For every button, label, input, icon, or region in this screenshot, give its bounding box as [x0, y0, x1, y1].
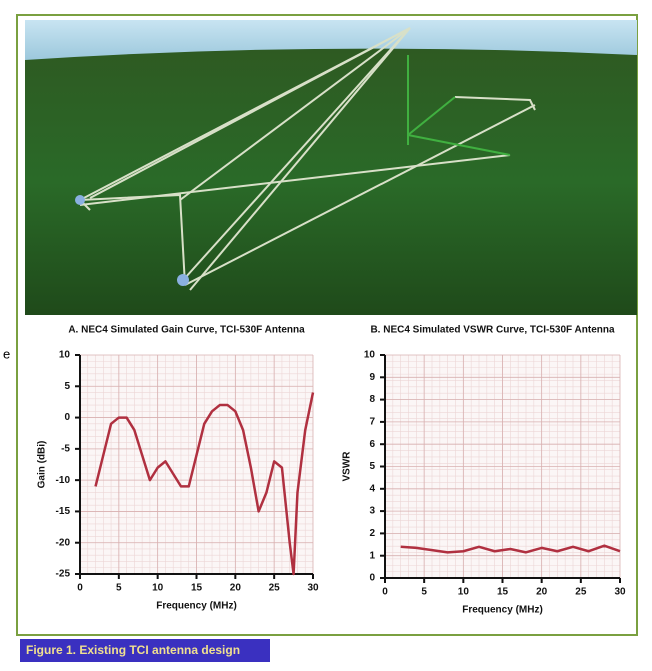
y-tick-label: 0 [64, 412, 70, 423]
y-tick-label: 3 [369, 506, 375, 517]
caption: Figure 1. Existing TCI antenna design [26, 643, 240, 657]
x-axis-label: Frequency (MHz) [156, 601, 237, 612]
chart-title: B. NEC4 Simulated VSWR Curve, TCI-530F A… [370, 325, 615, 336]
y-axis-label: Gain (dBi) [37, 441, 48, 489]
y-tick-label: 0 [369, 573, 375, 584]
x-tick-label: 30 [614, 587, 626, 598]
y-tick-label: -15 [56, 506, 71, 517]
y-tick-label: 10 [59, 350, 71, 361]
x-tick-label: 15 [497, 587, 509, 598]
y-tick-label: -10 [56, 475, 71, 486]
y-tick-label: 10 [364, 350, 376, 361]
y-tick-label: -25 [56, 569, 71, 580]
y-tick-label: 1 [369, 550, 375, 561]
y-tick-label: -20 [56, 537, 71, 548]
x-tick-label: 20 [536, 587, 548, 598]
x-tick-label: 0 [77, 583, 83, 594]
page: e Figure 1. Existing TCI antenna design … [0, 0, 652, 666]
antenna-render [25, 20, 637, 315]
x-tick-label: 30 [307, 583, 319, 594]
x-tick-label: 20 [230, 583, 242, 594]
x-tick-label: 5 [116, 583, 122, 594]
y-tick-label: 5 [64, 381, 70, 392]
y-tick-label: 6 [369, 439, 375, 450]
y-tick-label: 8 [369, 394, 375, 405]
x-tick-label: 5 [421, 587, 427, 598]
y-tick-label: 9 [369, 372, 375, 383]
margin-text: e [3, 346, 10, 361]
y-tick-label: 7 [369, 417, 375, 428]
y-tick-label: 2 [369, 528, 375, 539]
x-tick-label: 15 [191, 583, 203, 594]
y-tick-label: 5 [369, 461, 375, 472]
x-tick-label: 25 [575, 587, 587, 598]
x-axis-label: Frequency (MHz) [462, 605, 543, 616]
x-tick-label: 10 [152, 583, 164, 594]
y-tick-label: 4 [369, 483, 375, 494]
chart-title: A. NEC4 Simulated Gain Curve, TCI-530F A… [68, 325, 305, 336]
x-tick-label: 25 [269, 583, 281, 594]
y-tick-label: -5 [61, 443, 70, 454]
y-axis-label: VSWR [342, 451, 353, 482]
x-tick-label: 10 [458, 587, 470, 598]
x-tick-label: 0 [382, 587, 388, 598]
